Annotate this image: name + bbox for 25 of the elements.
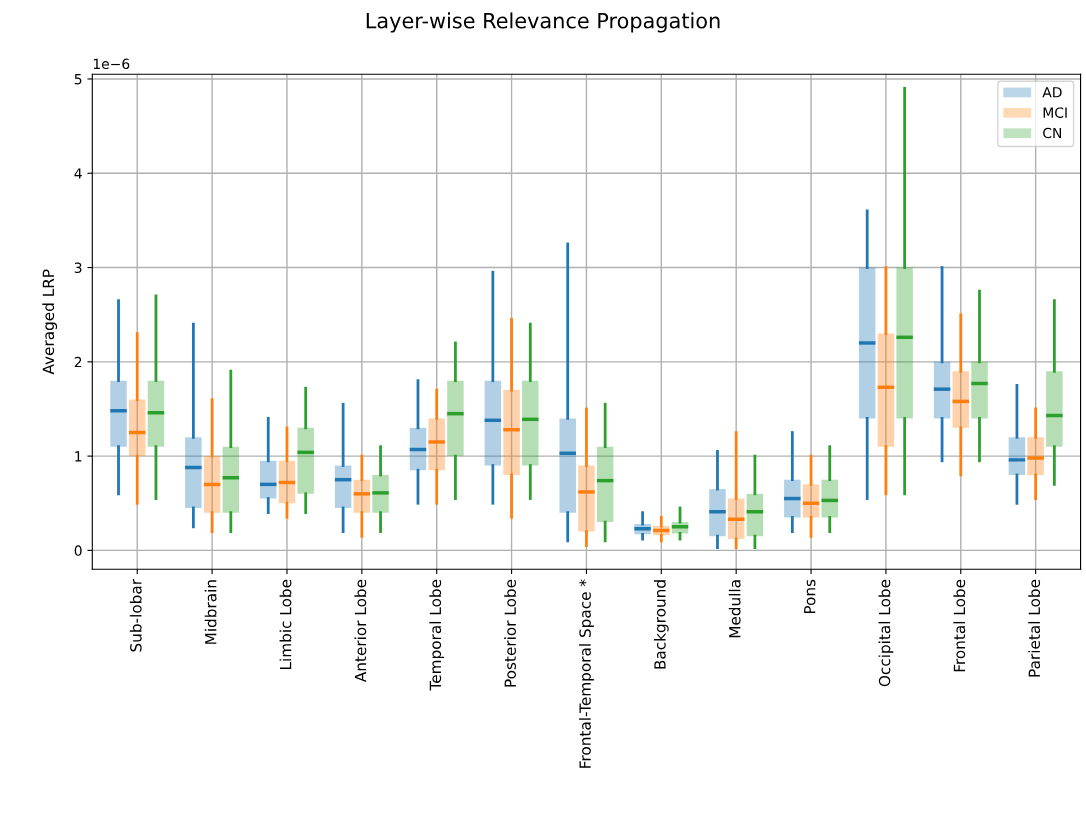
legend-label: CN [1043,127,1062,139]
y-tick-label: 4 [74,168,82,179]
y-tick-label: 5 [74,74,82,85]
legend-label: AD [1042,87,1062,98]
y-axis-title: Averaged LRP [42,269,58,375]
y-tick-label: 3 [74,262,82,274]
x-tick-label: Posterior Lobe [504,579,516,687]
x-tick-label: Background [653,580,669,669]
x-tick-label: Temporal Lobe [429,579,445,691]
y-tick-label: 2 [74,356,82,368]
x-tick-label: Midbrain [204,580,217,644]
x-tick-label: Occipital Lobe [878,579,894,687]
x-tick-label: Limbic Lobe [279,579,292,669]
x-tick-label: Pons [804,579,816,614]
y-tick-label: 1 [75,451,82,462]
y-tick-label: 0 [74,545,82,556]
chart-title: Layer-wise Relevance Propagation [366,12,720,33]
x-tick-label: Medulla [728,580,741,638]
text: 1e−6 [93,58,130,70]
x-tick-label: Frontal-Temporal Space * [579,579,594,768]
x-tick-label: Anterior Lobe [354,579,367,683]
x-tick-label: Sub-lobar [129,578,142,652]
x-tick-label: Parietal Lobe [1028,579,1041,677]
x-tick-label: Frontal Lobe [953,579,966,672]
legend-label: MCI [1043,107,1067,118]
